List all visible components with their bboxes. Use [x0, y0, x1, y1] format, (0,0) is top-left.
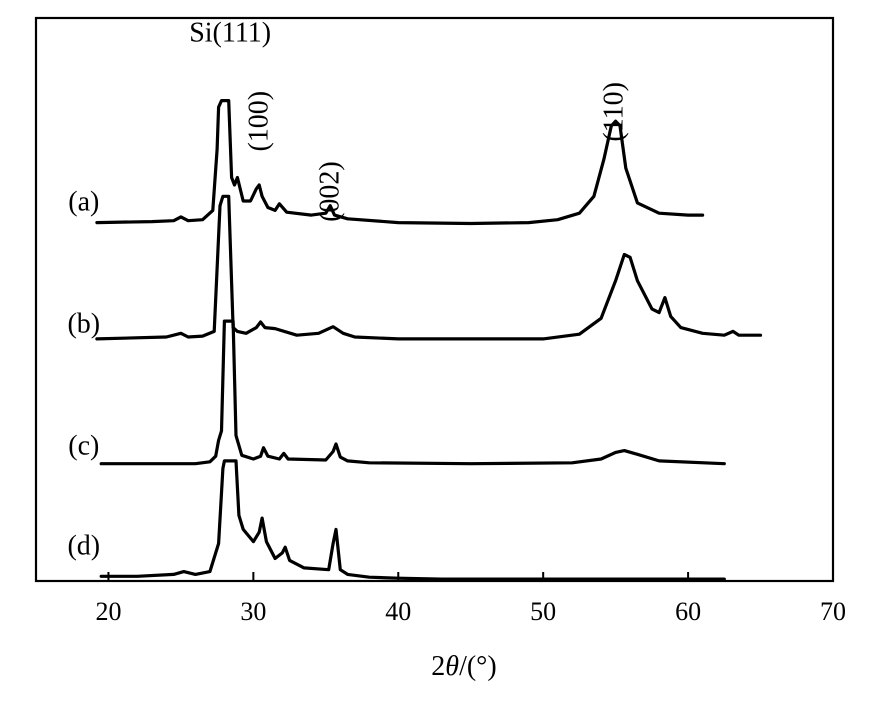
- x-tick-label: 20: [95, 597, 121, 626]
- x-ticks: 20 30 40 50 60 70: [95, 572, 846, 626]
- series-label-c: (c): [68, 430, 99, 461]
- series-label-a: (a): [68, 186, 99, 217]
- x-tick-label: 60: [675, 597, 701, 626]
- x-axis-title-suffix: /(°): [459, 651, 497, 682]
- x-axis-title-symbol: θ: [445, 651, 459, 682]
- series-labels: (a) (b) (c) (d): [67, 186, 100, 561]
- x-tick-label: 50: [530, 597, 556, 626]
- series-layer: [95, 99, 763, 581]
- x-axis-title-prefix: 2: [431, 651, 445, 682]
- x-axis-title: 2θ/(°): [431, 651, 496, 682]
- peak-label-002: (002): [315, 161, 346, 222]
- series-line-b: [95, 194, 763, 341]
- series-line-a: [95, 99, 705, 226]
- series-label-d: (d): [67, 531, 100, 562]
- x-tick-label: 70: [820, 597, 846, 626]
- x-tick-label: 40: [385, 597, 411, 626]
- peak-labels: Si(111) (100) (002) (110): [189, 17, 629, 221]
- x-tick-label: 30: [240, 597, 266, 626]
- peak-label-100: (100): [244, 91, 275, 152]
- peak-label-si111: Si(111): [189, 17, 271, 48]
- peak-label-110: (110): [599, 82, 630, 142]
- series-line-d: [99, 459, 726, 581]
- series-label-b: (b): [67, 308, 100, 339]
- series-line-c: [99, 319, 726, 466]
- plot-frame: [34, 16, 835, 583]
